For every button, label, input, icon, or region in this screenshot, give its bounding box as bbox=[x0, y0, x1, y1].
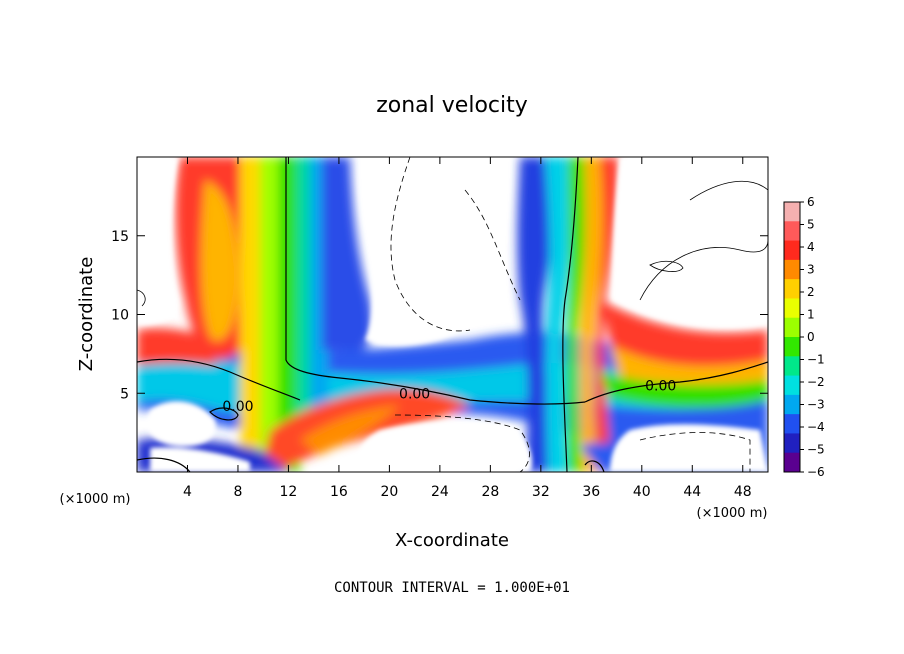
colorbar-swatch bbox=[784, 452, 800, 473]
contour-label: 0.00 bbox=[645, 378, 676, 394]
contour-label: 0.00 bbox=[222, 399, 253, 415]
x-tick-label: 24 bbox=[431, 484, 449, 500]
colorbar-tick-label: 6 bbox=[807, 195, 815, 209]
colorbar-swatch bbox=[784, 240, 800, 261]
x-tick-label: 32 bbox=[532, 484, 550, 500]
y-tick-label: 10 bbox=[111, 308, 129, 324]
colorbar: 6 5 4 3 2 1 0 −1 −2 −3 −4 −5 −6 bbox=[783, 195, 825, 479]
colorbar-tick-label: −1 bbox=[807, 353, 825, 367]
colorbar-tick-label: 4 bbox=[807, 240, 815, 254]
colorbar-swatch bbox=[784, 433, 800, 454]
colorbar-tick-label: 3 bbox=[807, 263, 815, 277]
colorbar-tick-label: 1 bbox=[807, 308, 815, 322]
colorbar-tick-label: −6 bbox=[807, 465, 825, 479]
chart-title: zonal velocity bbox=[376, 93, 528, 118]
colorbar-swatch bbox=[784, 259, 800, 280]
x-axis-label: X-coordinate bbox=[395, 530, 509, 551]
colorbar-tick-label: −2 bbox=[807, 375, 825, 389]
x-tick-label: 20 bbox=[380, 484, 398, 500]
colorbar-swatch bbox=[784, 337, 800, 357]
x-unit-right: (×1000 m) bbox=[697, 506, 768, 521]
y-tick-label: 5 bbox=[120, 386, 129, 402]
x-tick-label: 28 bbox=[481, 484, 499, 500]
colorbar-swatch bbox=[784, 375, 800, 396]
colorbar-swatch bbox=[784, 221, 800, 242]
colorbar-swatch bbox=[784, 298, 800, 319]
x-tick-label: 48 bbox=[734, 484, 752, 500]
colorbar-tick-label: −3 bbox=[807, 398, 825, 412]
x-tick-label: 12 bbox=[280, 484, 298, 500]
colorbar-swatch bbox=[784, 279, 800, 299]
colorbar-tick-label: −5 bbox=[807, 443, 825, 457]
colorbar-tick-label: 2 bbox=[807, 285, 815, 299]
x-tick-label: 16 bbox=[330, 484, 348, 500]
colorbar-tick-label: 0 bbox=[807, 330, 815, 344]
colorbar-swatch bbox=[784, 414, 800, 434]
heatmap-field bbox=[137, 157, 768, 472]
colorbar-swatch bbox=[784, 394, 800, 415]
x-tick-label: 44 bbox=[683, 484, 701, 500]
x-tick-label: 4 bbox=[183, 484, 192, 500]
x-tick-label: 40 bbox=[633, 484, 651, 500]
colorbar-tick-label: 5 bbox=[807, 218, 815, 232]
colorbar-swatch bbox=[784, 202, 800, 222]
colorbar-tick-label: −4 bbox=[807, 420, 825, 434]
colorbar-swatch bbox=[784, 356, 800, 377]
x-unit-left: (×1000 m) bbox=[60, 492, 131, 507]
y-axis-label: Z-coordinate bbox=[76, 257, 97, 372]
colorbar-swatch bbox=[784, 317, 800, 338]
x-tick-label: 36 bbox=[582, 484, 600, 500]
x-tick-label: 8 bbox=[233, 484, 242, 500]
contour-interval-note: CONTOUR INTERVAL = 1.000E+01 bbox=[334, 580, 570, 596]
y-tick-label: 15 bbox=[111, 229, 129, 245]
contour-label: 0.00 bbox=[399, 386, 430, 402]
